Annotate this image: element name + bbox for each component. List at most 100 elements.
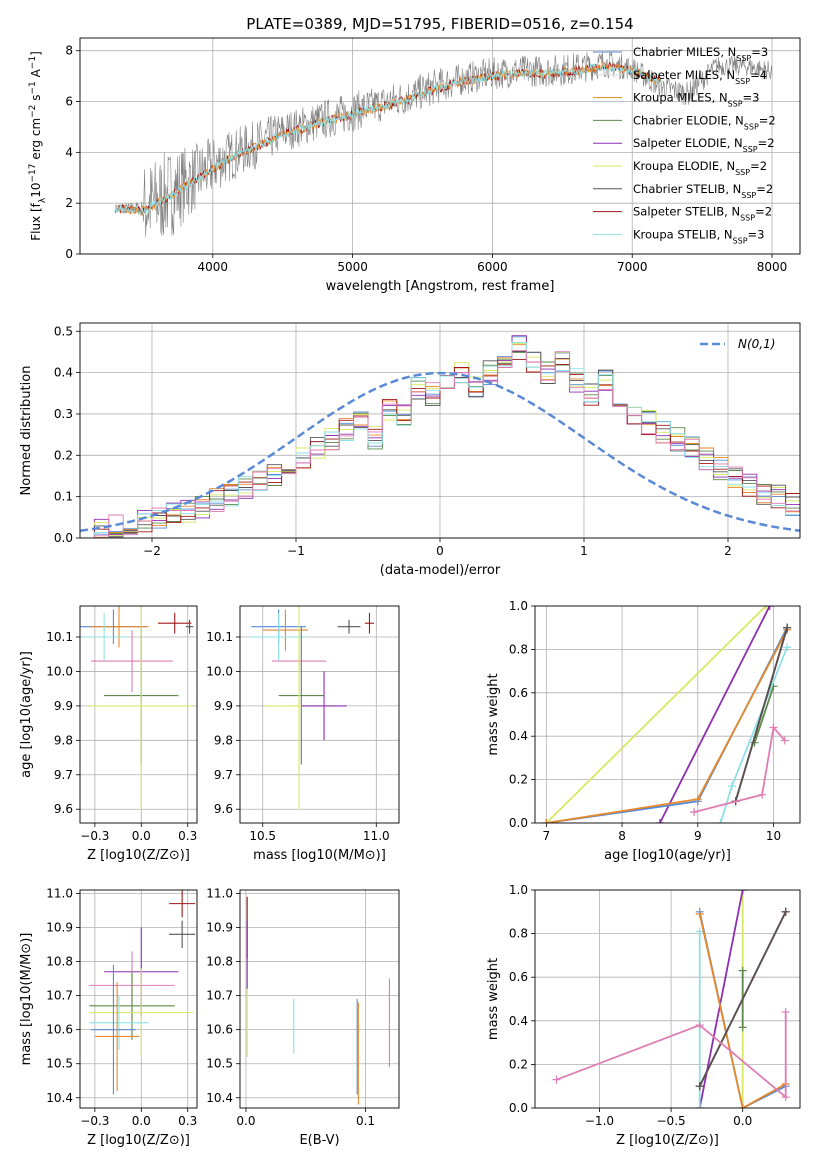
legend-label: Kroupa MILES, NSSP=3 bbox=[633, 91, 759, 109]
tick-label-y: 0.5 bbox=[54, 324, 73, 338]
legend-text: Kroupa ELODIE, N bbox=[633, 159, 735, 173]
point-marker bbox=[695, 909, 704, 918]
tick-label-x: 0.0 bbox=[132, 1114, 151, 1128]
point-marker bbox=[655, 819, 664, 823]
tick-label-y: 10.0 bbox=[46, 664, 73, 678]
tick-label-y: 0.0 bbox=[509, 1101, 528, 1115]
tick-label-x: 0.0 bbox=[132, 829, 151, 843]
tick-label-y: 0.0 bbox=[54, 531, 73, 545]
axes-frame bbox=[79, 37, 801, 255]
x-axis-label: mass [log10(M/M⊙)] bbox=[253, 848, 386, 863]
tick-label-x: −0.3 bbox=[80, 829, 109, 843]
weight-line bbox=[546, 627, 788, 823]
point-marker bbox=[738, 966, 747, 975]
weight-line bbox=[698, 911, 787, 1087]
tick-label-x: 1 bbox=[580, 544, 588, 558]
y-label-part: λ bbox=[38, 197, 48, 203]
legend-tail: =2 bbox=[756, 182, 773, 196]
legend-sub: SSP bbox=[743, 145, 758, 154]
panel-weight-vs-Z: −1.0 −0.5 0.0 0.0 0.2 0.4 0.6 0.8 1.0 Z [log10(Z/… bbox=[486, 883, 801, 1148]
legend-label: Salpeter STELIB, NSSP=2 bbox=[633, 205, 772, 223]
legend-tail: =3 bbox=[751, 45, 768, 59]
plot-area bbox=[80, 890, 197, 1108]
tick-label-y: 10.4 bbox=[206, 1091, 233, 1105]
legend-label: Kroupa STELIB, NSSP=3 bbox=[633, 227, 764, 245]
axes-frame bbox=[239, 605, 400, 824]
x-axis-label: Z [log10(Z/Z⊙)] bbox=[87, 1133, 190, 1148]
axes-frame bbox=[239, 889, 400, 1109]
x-axis-label: wavelength [Angstrom, rest frame] bbox=[326, 279, 555, 294]
tick-label-x: 0.0 bbox=[236, 1114, 255, 1128]
tick-label-x: 0.1 bbox=[356, 1114, 375, 1128]
tick-label-y: 9.6 bbox=[214, 802, 233, 816]
panel-mass-vs-EBV: 0.0 0.1 10.4 10.5 10.6 10.7 10.8 10.9 11.0 E(B-V) bbox=[206, 886, 400, 1148]
point-marker bbox=[716, 819, 725, 823]
tick-label-x: 8000 bbox=[757, 260, 788, 274]
legend-text: Salpeter STELIB, N bbox=[633, 205, 740, 219]
x-axis-label: (data-model)/error bbox=[380, 563, 501, 578]
tick-label-y: 0.2 bbox=[509, 1057, 528, 1071]
y-axis-label: Normed distribution bbox=[19, 366, 34, 496]
legend-tail: =2 bbox=[755, 205, 772, 219]
point-marker bbox=[695, 1104, 704, 1108]
tick-label-x: −2 bbox=[143, 544, 161, 558]
tick-label-y: 10.1 bbox=[46, 630, 73, 644]
tick-label-x: −0.3 bbox=[80, 1114, 109, 1128]
tick-label-x: −1.0 bbox=[585, 1114, 614, 1128]
tick-label-y: 6 bbox=[65, 95, 73, 109]
legend-tail: =3 bbox=[743, 91, 760, 105]
tick-label-y: 10.7 bbox=[46, 989, 73, 1003]
legend-sub: SSP bbox=[741, 190, 756, 199]
tick-label-y: 0.6 bbox=[509, 970, 528, 984]
legend-sub: SSP bbox=[735, 168, 750, 177]
tick-label-y: 8 bbox=[65, 44, 73, 58]
plot-area bbox=[240, 890, 399, 1108]
histogram-pink bbox=[80, 349, 800, 538]
tick-label-y: 9.8 bbox=[54, 733, 73, 747]
tick-label-x: 10 bbox=[766, 829, 781, 843]
x-axis-label: age [log10(age/yr)] bbox=[604, 848, 731, 863]
legend-tail: =2 bbox=[759, 113, 776, 127]
normal-curve bbox=[80, 371, 800, 533]
tick-label-y: 10.7 bbox=[206, 989, 233, 1003]
tick-label-x: 8 bbox=[618, 829, 626, 843]
panel-age-vs-mass: 10.5 11.0 9.6 9.7 9.8 9.9 10.0 10.1 mass [log10(… bbox=[206, 605, 400, 863]
tick-label-y: 9.9 bbox=[54, 699, 73, 713]
tick-label-y: 0.4 bbox=[509, 729, 528, 743]
point-marker bbox=[695, 927, 704, 936]
panels: 4000 5000 6000 7000 8000 0 2 4 6 8 wavelength [Ang… bbox=[19, 37, 801, 1148]
histogram-salpeter-stelib bbox=[80, 358, 800, 538]
legend-label: Kroupa ELODIE, NSSP=2 bbox=[633, 159, 767, 177]
legend-sub: SSP bbox=[728, 99, 743, 108]
legend-text: Salpeter MILES, N bbox=[633, 68, 735, 82]
point-marker bbox=[781, 1008, 790, 1017]
tick-label-x: 0.0 bbox=[733, 1114, 752, 1128]
legend-text: Kroupa STELIB, N bbox=[633, 227, 733, 241]
y-label-part: 10 bbox=[29, 183, 43, 198]
axes-frame bbox=[534, 889, 801, 1109]
point-marker bbox=[758, 790, 767, 799]
point-marker bbox=[542, 819, 551, 823]
legend-text: Kroupa MILES, N bbox=[633, 91, 728, 105]
tick-label-x: −0.5 bbox=[657, 1114, 686, 1128]
point-marker bbox=[738, 890, 747, 894]
tick-label-y: 10.4 bbox=[46, 1091, 73, 1105]
tick-label-x: 2 bbox=[724, 544, 732, 558]
point-marker bbox=[781, 1093, 790, 1102]
tick-label-y: 0.4 bbox=[509, 1014, 528, 1028]
tick-label-y: 10.9 bbox=[206, 920, 233, 934]
figure-title: PLATE=0389, MJD=51795, FIBERID=0516, z=0… bbox=[246, 15, 633, 33]
axes-frame bbox=[79, 322, 801, 539]
x-axis-label: Z [log10(Z/Z⊙)] bbox=[616, 1133, 719, 1148]
panel-mass-vs-Z: −0.3 0.0 0.3 10.4 10.5 10.6 10.7 10.8 10.9 11.0 Z … bbox=[19, 886, 198, 1148]
tick-label-y: 11.0 bbox=[46, 886, 73, 900]
legend-tail: =2 bbox=[750, 159, 767, 173]
panel-residuals: −2 −1 0 1 2 0.0 0.1 0.2 0.3 0.4 0.5 (data-model)/er… bbox=[19, 322, 801, 578]
y-label-part: −1 bbox=[28, 81, 38, 94]
point-marker bbox=[761, 606, 770, 610]
y-axis-label: Flux [fλ10−17 erg cm−2 s−1 A−1] bbox=[28, 51, 48, 241]
tick-label-x: 10.5 bbox=[249, 829, 276, 843]
tick-label-y: 11.0 bbox=[206, 886, 233, 900]
weight-line bbox=[546, 629, 788, 823]
tick-label-x: 6000 bbox=[477, 260, 508, 274]
